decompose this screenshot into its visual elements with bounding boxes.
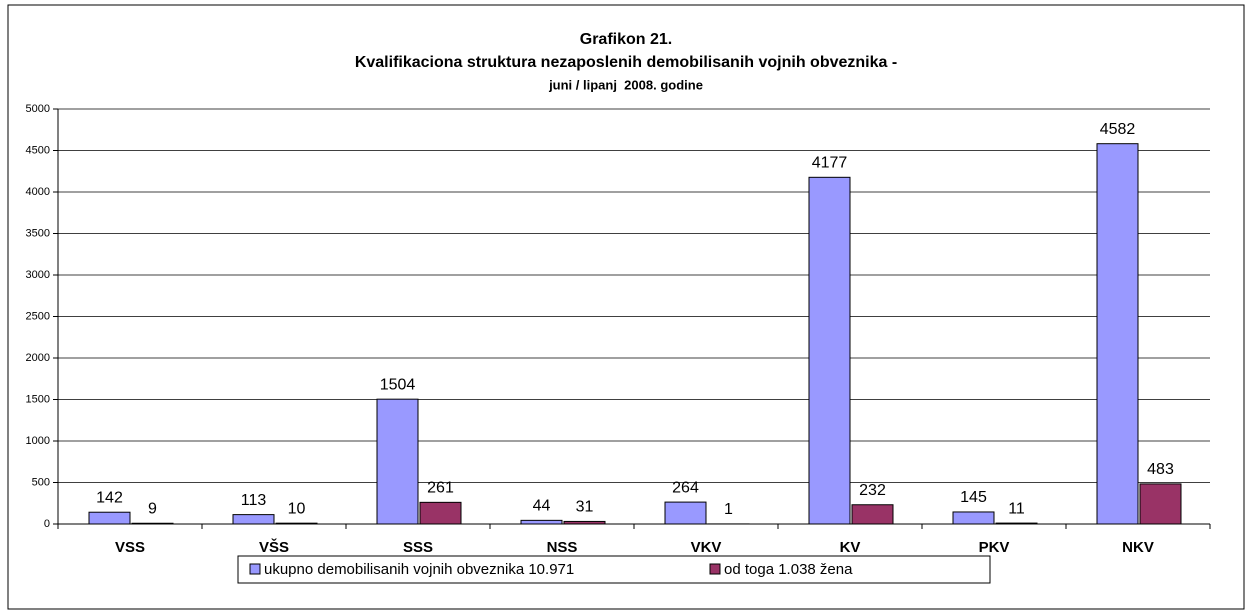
y-tick-label: 1000: [26, 435, 50, 447]
y-tick-label: 2500: [26, 310, 50, 322]
bar: [1096, 143, 1139, 525]
chart-subtitle: juni / lipanj 2008. godine: [548, 77, 703, 92]
legend-swatch: [249, 563, 261, 575]
bar: [376, 398, 419, 525]
x-tick-label: SSS: [403, 539, 433, 556]
data-label: 264: [672, 479, 699, 496]
data-label: 11: [1008, 500, 1025, 517]
legend-swatch: [709, 563, 721, 575]
data-label: 10: [288, 500, 306, 517]
data-label: 9: [148, 500, 157, 517]
y-tick-label: 1500: [26, 393, 50, 405]
y-tick-label: 5000: [26, 103, 50, 115]
y-tick-label: 3000: [26, 269, 50, 281]
x-tick-label: NKV: [1122, 539, 1154, 556]
x-tick-label: NSS: [547, 539, 578, 556]
y-tick-label: 2000: [26, 352, 50, 364]
bar: [851, 504, 894, 525]
data-label: 232: [859, 482, 886, 499]
data-label: 1: [724, 501, 733, 518]
bar: [808, 176, 851, 525]
bar: [664, 501, 707, 525]
y-tick-label: 0: [44, 518, 50, 530]
x-tick-label: VŠS: [259, 538, 289, 556]
chart-border: [7, 4, 1245, 610]
chart-title: Kvalifikaciona struktura nezaposlenih de…: [355, 54, 897, 71]
legend-label: od toga 1.038 žena: [724, 561, 853, 578]
y-tick-label: 500: [32, 476, 50, 488]
bar: [232, 514, 275, 525]
data-label: 4177: [812, 155, 848, 172]
y-tick-label: 4500: [26, 144, 50, 156]
bar: [1139, 483, 1182, 525]
data-label: 113: [241, 492, 267, 509]
x-tick-label: PKV: [979, 539, 1010, 556]
legend-label: ukupno demobilisanih vojnih obveznika 10…: [264, 561, 574, 578]
y-tick-label: 3500: [26, 227, 50, 239]
bar: [520, 519, 563, 525]
x-tick-label: VKV: [691, 539, 722, 556]
x-tick-label: VSS: [115, 539, 145, 556]
legend-box: [237, 555, 991, 584]
chart-title: Grafikon 21.: [580, 31, 672, 48]
x-tick-label: KV: [840, 539, 861, 556]
y-tick-label: 4000: [26, 186, 50, 198]
data-label: 145: [960, 489, 987, 506]
bar: [88, 511, 131, 525]
data-label: 44: [533, 498, 551, 515]
bar: [952, 511, 995, 525]
data-label: 1504: [380, 376, 416, 393]
data-label: 142: [96, 489, 123, 506]
data-label: 483: [1147, 461, 1174, 478]
data-label: 261: [427, 480, 454, 497]
data-label: 4582: [1100, 121, 1136, 138]
bar: [419, 501, 462, 525]
data-label: 31: [576, 499, 594, 516]
